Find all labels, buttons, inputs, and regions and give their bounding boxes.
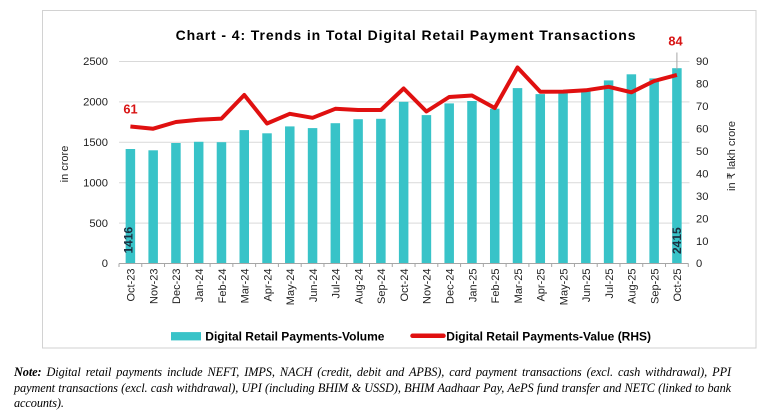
svg-text:40: 40 [696, 168, 708, 180]
svg-text:61: 61 [123, 102, 137, 117]
svg-text:1000: 1000 [83, 177, 108, 189]
svg-text:Nov-24: Nov-24 [422, 269, 434, 304]
svg-text:Dec-24: Dec-24 [444, 269, 456, 304]
svg-text:Jul-24: Jul-24 [331, 269, 343, 299]
svg-text:in ₹ lakh crore: in ₹ lakh crore [726, 121, 738, 191]
svg-text:Sep-24: Sep-24 [376, 269, 388, 304]
svg-text:Mar-24: Mar-24 [240, 269, 252, 304]
svg-text:2500: 2500 [83, 56, 108, 68]
svg-text:Oct-25: Oct-25 [672, 269, 684, 302]
svg-text:May-24: May-24 [285, 269, 297, 306]
svg-text:2000: 2000 [83, 97, 108, 109]
svg-text:Nov-23: Nov-23 [148, 269, 160, 304]
svg-text:50: 50 [696, 146, 708, 158]
svg-text:in crore: in crore [59, 146, 71, 183]
svg-text:84: 84 [668, 34, 683, 49]
svg-text:70: 70 [696, 101, 708, 113]
svg-text:20: 20 [696, 213, 708, 225]
svg-text:Chart - 4: Trends in Total Dig: Chart - 4: Trends in Total Digital Retai… [176, 27, 637, 43]
svg-text:Aug-24: Aug-24 [353, 269, 365, 304]
svg-text:Oct-24: Oct-24 [399, 269, 411, 302]
svg-text:80: 80 [696, 79, 708, 91]
svg-text:Digital Retail Payments-Volume: Digital Retail Payments-Volume [205, 329, 384, 343]
svg-text:60: 60 [696, 124, 708, 136]
svg-text:Sep-25: Sep-25 [649, 269, 661, 304]
svg-text:90: 90 [696, 56, 708, 68]
svg-text:Feb-25: Feb-25 [490, 269, 502, 304]
svg-text:500: 500 [89, 218, 108, 230]
svg-text:1500: 1500 [83, 137, 108, 149]
svg-text:Jan-24: Jan-24 [194, 269, 206, 303]
svg-text:Digital Retail Payments-Value: Digital Retail Payments-Value (RHS) [446, 329, 651, 343]
svg-text:30: 30 [696, 191, 708, 203]
svg-text:Jul-25: Jul-25 [604, 269, 616, 299]
svg-text:0: 0 [102, 258, 108, 270]
svg-text:Aug-25: Aug-25 [627, 269, 639, 304]
svg-text:Apr-24: Apr-24 [262, 269, 274, 302]
svg-text:May-25: May-25 [558, 269, 570, 306]
svg-text:10: 10 [696, 236, 708, 248]
svg-text:Mar-25: Mar-25 [513, 269, 525, 304]
svg-text:0: 0 [696, 258, 702, 270]
svg-text:Oct-23: Oct-23 [126, 269, 138, 302]
svg-text:Jun-25: Jun-25 [581, 269, 593, 303]
svg-text:Jun-24: Jun-24 [308, 269, 320, 303]
svg-text:Feb-24: Feb-24 [217, 269, 229, 304]
svg-text:Apr-25: Apr-25 [536, 269, 548, 302]
svg-text:Dec-23: Dec-23 [171, 269, 183, 304]
svg-text:2415: 2415 [670, 227, 684, 254]
svg-text:1416: 1416 [122, 226, 136, 253]
svg-text:Jan-25: Jan-25 [467, 269, 479, 303]
